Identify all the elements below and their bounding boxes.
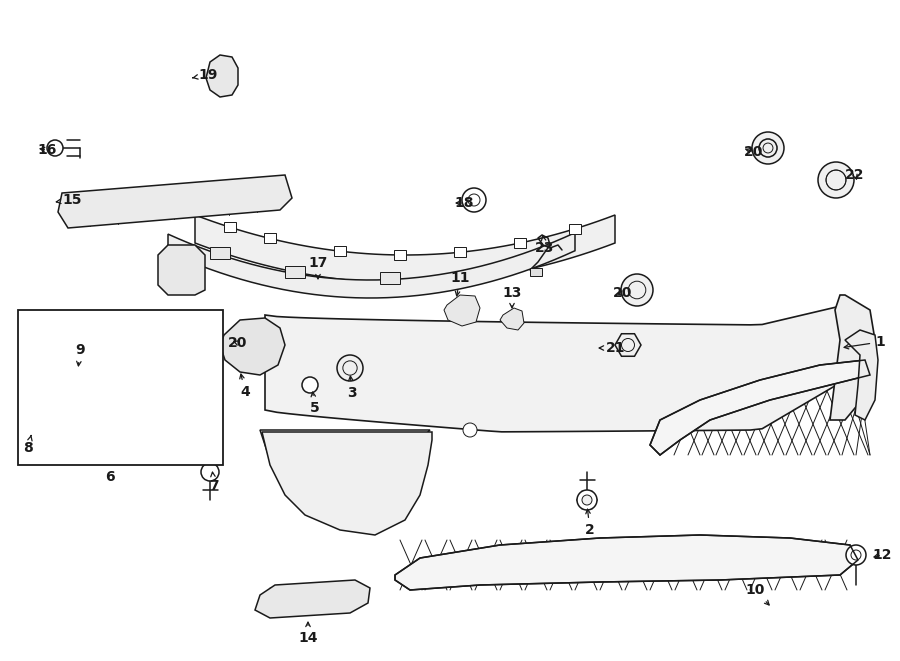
Circle shape bbox=[621, 274, 653, 306]
Polygon shape bbox=[500, 308, 524, 330]
Text: 21: 21 bbox=[599, 341, 625, 355]
Text: 23: 23 bbox=[536, 235, 554, 255]
Bar bbox=[264, 233, 276, 243]
Text: 17: 17 bbox=[309, 256, 328, 279]
Circle shape bbox=[760, 139, 777, 157]
Polygon shape bbox=[845, 330, 878, 420]
Text: 18: 18 bbox=[454, 196, 473, 210]
Text: 11: 11 bbox=[450, 271, 470, 296]
Polygon shape bbox=[38, 330, 148, 420]
Circle shape bbox=[826, 170, 846, 190]
Text: 9: 9 bbox=[76, 343, 85, 366]
Circle shape bbox=[72, 367, 88, 383]
Circle shape bbox=[90, 365, 100, 375]
Bar bbox=[569, 224, 581, 234]
Polygon shape bbox=[220, 318, 285, 375]
Bar bbox=[514, 238, 526, 248]
Polygon shape bbox=[260, 430, 430, 520]
Circle shape bbox=[763, 143, 773, 153]
Text: 20: 20 bbox=[229, 336, 248, 350]
Bar bbox=[530, 268, 542, 276]
Circle shape bbox=[846, 545, 866, 565]
Text: 20: 20 bbox=[744, 145, 764, 159]
Circle shape bbox=[468, 194, 480, 206]
Polygon shape bbox=[830, 295, 875, 420]
Circle shape bbox=[818, 162, 854, 198]
Circle shape bbox=[759, 139, 777, 157]
Bar bbox=[18, 310, 223, 465]
Circle shape bbox=[150, 340, 190, 380]
Polygon shape bbox=[650, 360, 870, 455]
Text: 6: 6 bbox=[105, 470, 115, 484]
Circle shape bbox=[463, 423, 477, 437]
Polygon shape bbox=[195, 215, 615, 283]
Text: 13: 13 bbox=[502, 286, 522, 308]
Polygon shape bbox=[577, 491, 597, 509]
Text: 5: 5 bbox=[310, 392, 320, 415]
Polygon shape bbox=[615, 334, 641, 356]
Circle shape bbox=[752, 132, 784, 164]
Text: 12: 12 bbox=[872, 548, 892, 562]
Text: 3: 3 bbox=[347, 376, 356, 400]
Bar bbox=[394, 250, 406, 260]
Text: 22: 22 bbox=[845, 168, 865, 182]
Text: 8: 8 bbox=[23, 436, 33, 455]
Bar bbox=[334, 246, 346, 256]
Bar bbox=[285, 266, 305, 278]
Polygon shape bbox=[255, 580, 370, 618]
Circle shape bbox=[622, 338, 634, 352]
Bar bbox=[210, 247, 230, 258]
Polygon shape bbox=[395, 535, 858, 590]
Circle shape bbox=[628, 281, 646, 299]
Polygon shape bbox=[158, 245, 205, 295]
Polygon shape bbox=[262, 432, 432, 535]
Circle shape bbox=[462, 188, 486, 212]
Circle shape bbox=[851, 550, 861, 560]
Polygon shape bbox=[58, 175, 292, 228]
Bar bbox=[454, 247, 466, 257]
Text: 1: 1 bbox=[844, 335, 885, 349]
Text: 4: 4 bbox=[239, 374, 250, 399]
Circle shape bbox=[84, 359, 106, 381]
Polygon shape bbox=[265, 305, 845, 432]
Text: 16: 16 bbox=[37, 143, 57, 157]
Circle shape bbox=[47, 140, 63, 156]
Polygon shape bbox=[168, 233, 575, 298]
Text: 2: 2 bbox=[585, 509, 595, 537]
Text: 10: 10 bbox=[745, 583, 770, 605]
Circle shape bbox=[343, 361, 357, 375]
Text: 20: 20 bbox=[613, 286, 633, 300]
Circle shape bbox=[577, 490, 597, 510]
Text: 14: 14 bbox=[298, 622, 318, 645]
Bar bbox=[380, 272, 400, 284]
Text: 19: 19 bbox=[193, 68, 218, 82]
Text: 7: 7 bbox=[209, 472, 219, 493]
Circle shape bbox=[302, 377, 318, 393]
Circle shape bbox=[337, 355, 363, 381]
Circle shape bbox=[582, 495, 592, 505]
Circle shape bbox=[201, 463, 219, 481]
Polygon shape bbox=[444, 295, 480, 326]
Bar bbox=[224, 222, 236, 232]
Circle shape bbox=[160, 350, 180, 370]
Text: 15: 15 bbox=[56, 193, 82, 207]
Polygon shape bbox=[25, 415, 48, 442]
Polygon shape bbox=[206, 55, 238, 97]
